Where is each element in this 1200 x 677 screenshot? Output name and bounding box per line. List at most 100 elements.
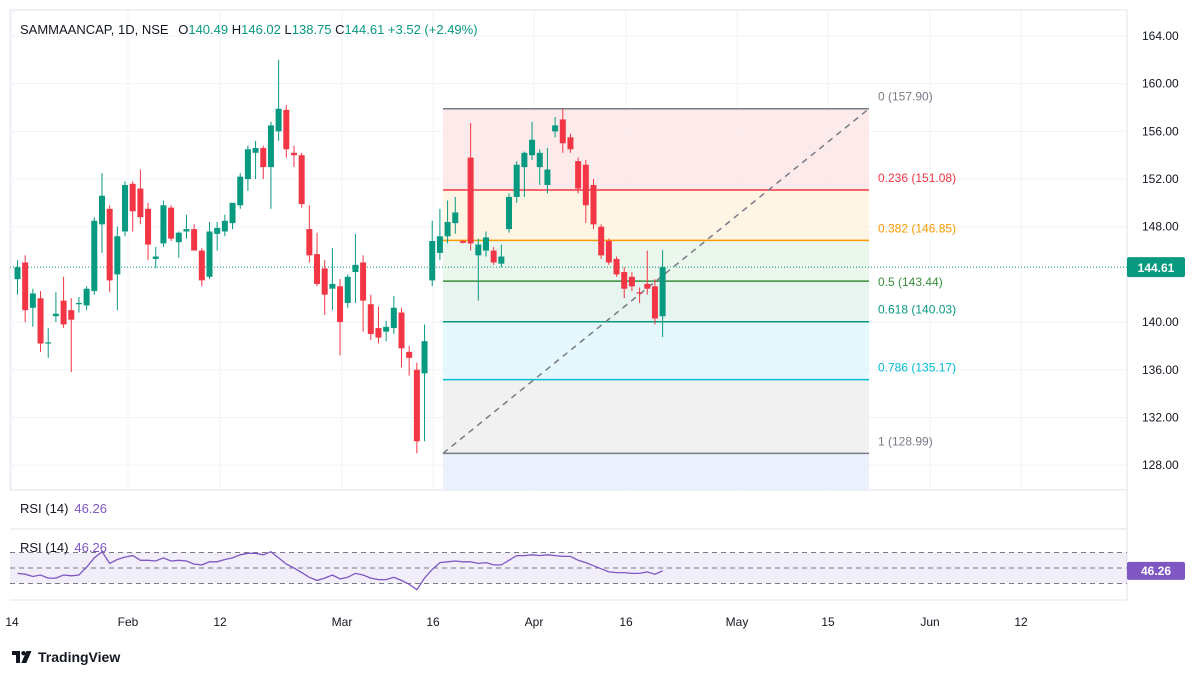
candle — [552, 117, 559, 138]
close-value: 144.61 — [344, 22, 385, 37]
candle-body — [267, 125, 274, 168]
candle — [244, 145, 251, 191]
candle-body — [52, 313, 59, 317]
candle-body — [659, 267, 666, 317]
candle — [390, 295, 397, 334]
candle — [490, 246, 497, 265]
candle — [536, 149, 543, 185]
candle — [198, 248, 205, 287]
candle-body — [352, 264, 359, 273]
candle — [337, 279, 344, 356]
candle — [352, 233, 359, 304]
candle — [106, 205, 113, 293]
candle — [137, 169, 144, 225]
rsi-value: 46.26 — [74, 501, 107, 516]
candle — [344, 274, 351, 308]
candle-body — [529, 139, 536, 156]
high-label: H — [231, 22, 242, 37]
rsi-pane-label: RSI (14) — [20, 540, 69, 555]
candle — [475, 238, 482, 301]
candle — [521, 151, 528, 197]
candle-body — [22, 262, 29, 311]
rsi-legend-collapsed[interactable]: RSI (14) 46.26 — [20, 501, 107, 516]
candle — [498, 244, 505, 268]
fib-level-label: 0.236 (151.08) — [878, 171, 956, 185]
time-tick-label: 12 — [1014, 615, 1028, 629]
candle — [29, 288, 36, 327]
candle — [206, 221, 213, 280]
candle-body — [621, 272, 628, 289]
time-axis[interactable]: 14 Feb 12 Mar 16 Apr 16 May 15 Jun 12 — [5, 615, 1028, 629]
candle-body — [129, 183, 136, 212]
candle — [436, 208, 443, 261]
candle-body — [544, 169, 551, 185]
rsi-badge — [1127, 561, 1185, 580]
candle — [506, 193, 513, 233]
candle — [168, 205, 175, 242]
symbol-title[interactable]: SAMMAANCAP, 1D, NSE — [20, 22, 169, 37]
fib-level-label: 0.382 (146.85) — [878, 221, 956, 235]
candle — [605, 238, 612, 265]
time-tick-label: Apr — [525, 615, 544, 629]
candle — [398, 307, 405, 368]
candle — [329, 248, 336, 311]
candle-body — [552, 125, 559, 132]
candle-body — [290, 152, 297, 156]
candle — [513, 161, 520, 203]
candle — [621, 267, 628, 299]
candle — [37, 291, 44, 352]
fib-level-label: 0 (157.90) — [878, 90, 933, 104]
candle — [129, 181, 136, 232]
candle — [613, 256, 620, 277]
candle-body — [168, 207, 175, 239]
candle-body — [244, 149, 251, 180]
candle-body — [321, 268, 328, 295]
rsi-legend[interactable]: RSI (14) 46.26 — [20, 540, 107, 555]
candle — [421, 324, 428, 442]
fib-level-label: 0.618 (140.03) — [878, 303, 956, 317]
candle — [60, 276, 67, 329]
candle — [559, 108, 566, 153]
candle — [122, 181, 129, 237]
time-tick-label: 16 — [426, 615, 440, 629]
time-tick-label: 16 — [619, 615, 633, 629]
candle-body — [605, 241, 612, 263]
candle-body — [106, 208, 113, 281]
candle — [191, 224, 198, 251]
high-value: 146.02 — [241, 22, 281, 37]
candle — [275, 59, 282, 141]
candle — [145, 202, 152, 261]
candle — [183, 214, 190, 239]
price-axis[interactable]: 128.00 132.00 136.00 140.00 148.00 152.00 156.… — [1127, 29, 1185, 472]
candle-body — [598, 226, 605, 256]
candle-body — [221, 220, 228, 232]
candle-body — [214, 227, 221, 234]
candle — [459, 239, 466, 244]
price-grid — [9, 9, 1128, 601]
candle-body — [83, 288, 90, 306]
candle-body — [506, 196, 513, 230]
candle — [314, 232, 321, 287]
price-tick-label: 160.00 — [1142, 77, 1179, 91]
candle — [367, 294, 374, 340]
candle — [659, 250, 666, 337]
candle — [529, 121, 536, 160]
candle-body — [145, 208, 152, 245]
candle-body — [590, 185, 597, 225]
candle — [83, 286, 90, 311]
candle — [45, 328, 52, 358]
price-tick-label: 148.00 — [1142, 220, 1179, 234]
candle — [114, 226, 121, 311]
price-tick-label: 136.00 — [1142, 363, 1179, 377]
candle-body — [375, 328, 382, 338]
candle-body — [367, 304, 374, 334]
brand-name: TradingView — [38, 649, 121, 665]
tradingview-logo-icon — [12, 651, 32, 663]
fibonacci-retracement[interactable]: 0 (157.90) 0.236 (151.08) 0.382 (146.85) 0.… — [442, 90, 956, 490]
candle-body — [421, 341, 428, 374]
candle — [375, 306, 382, 344]
candle-body — [75, 303, 82, 305]
tradingview-brand[interactable]: TradingView — [12, 649, 120, 665]
change-value: +3.52 (+2.49%) — [387, 22, 478, 37]
